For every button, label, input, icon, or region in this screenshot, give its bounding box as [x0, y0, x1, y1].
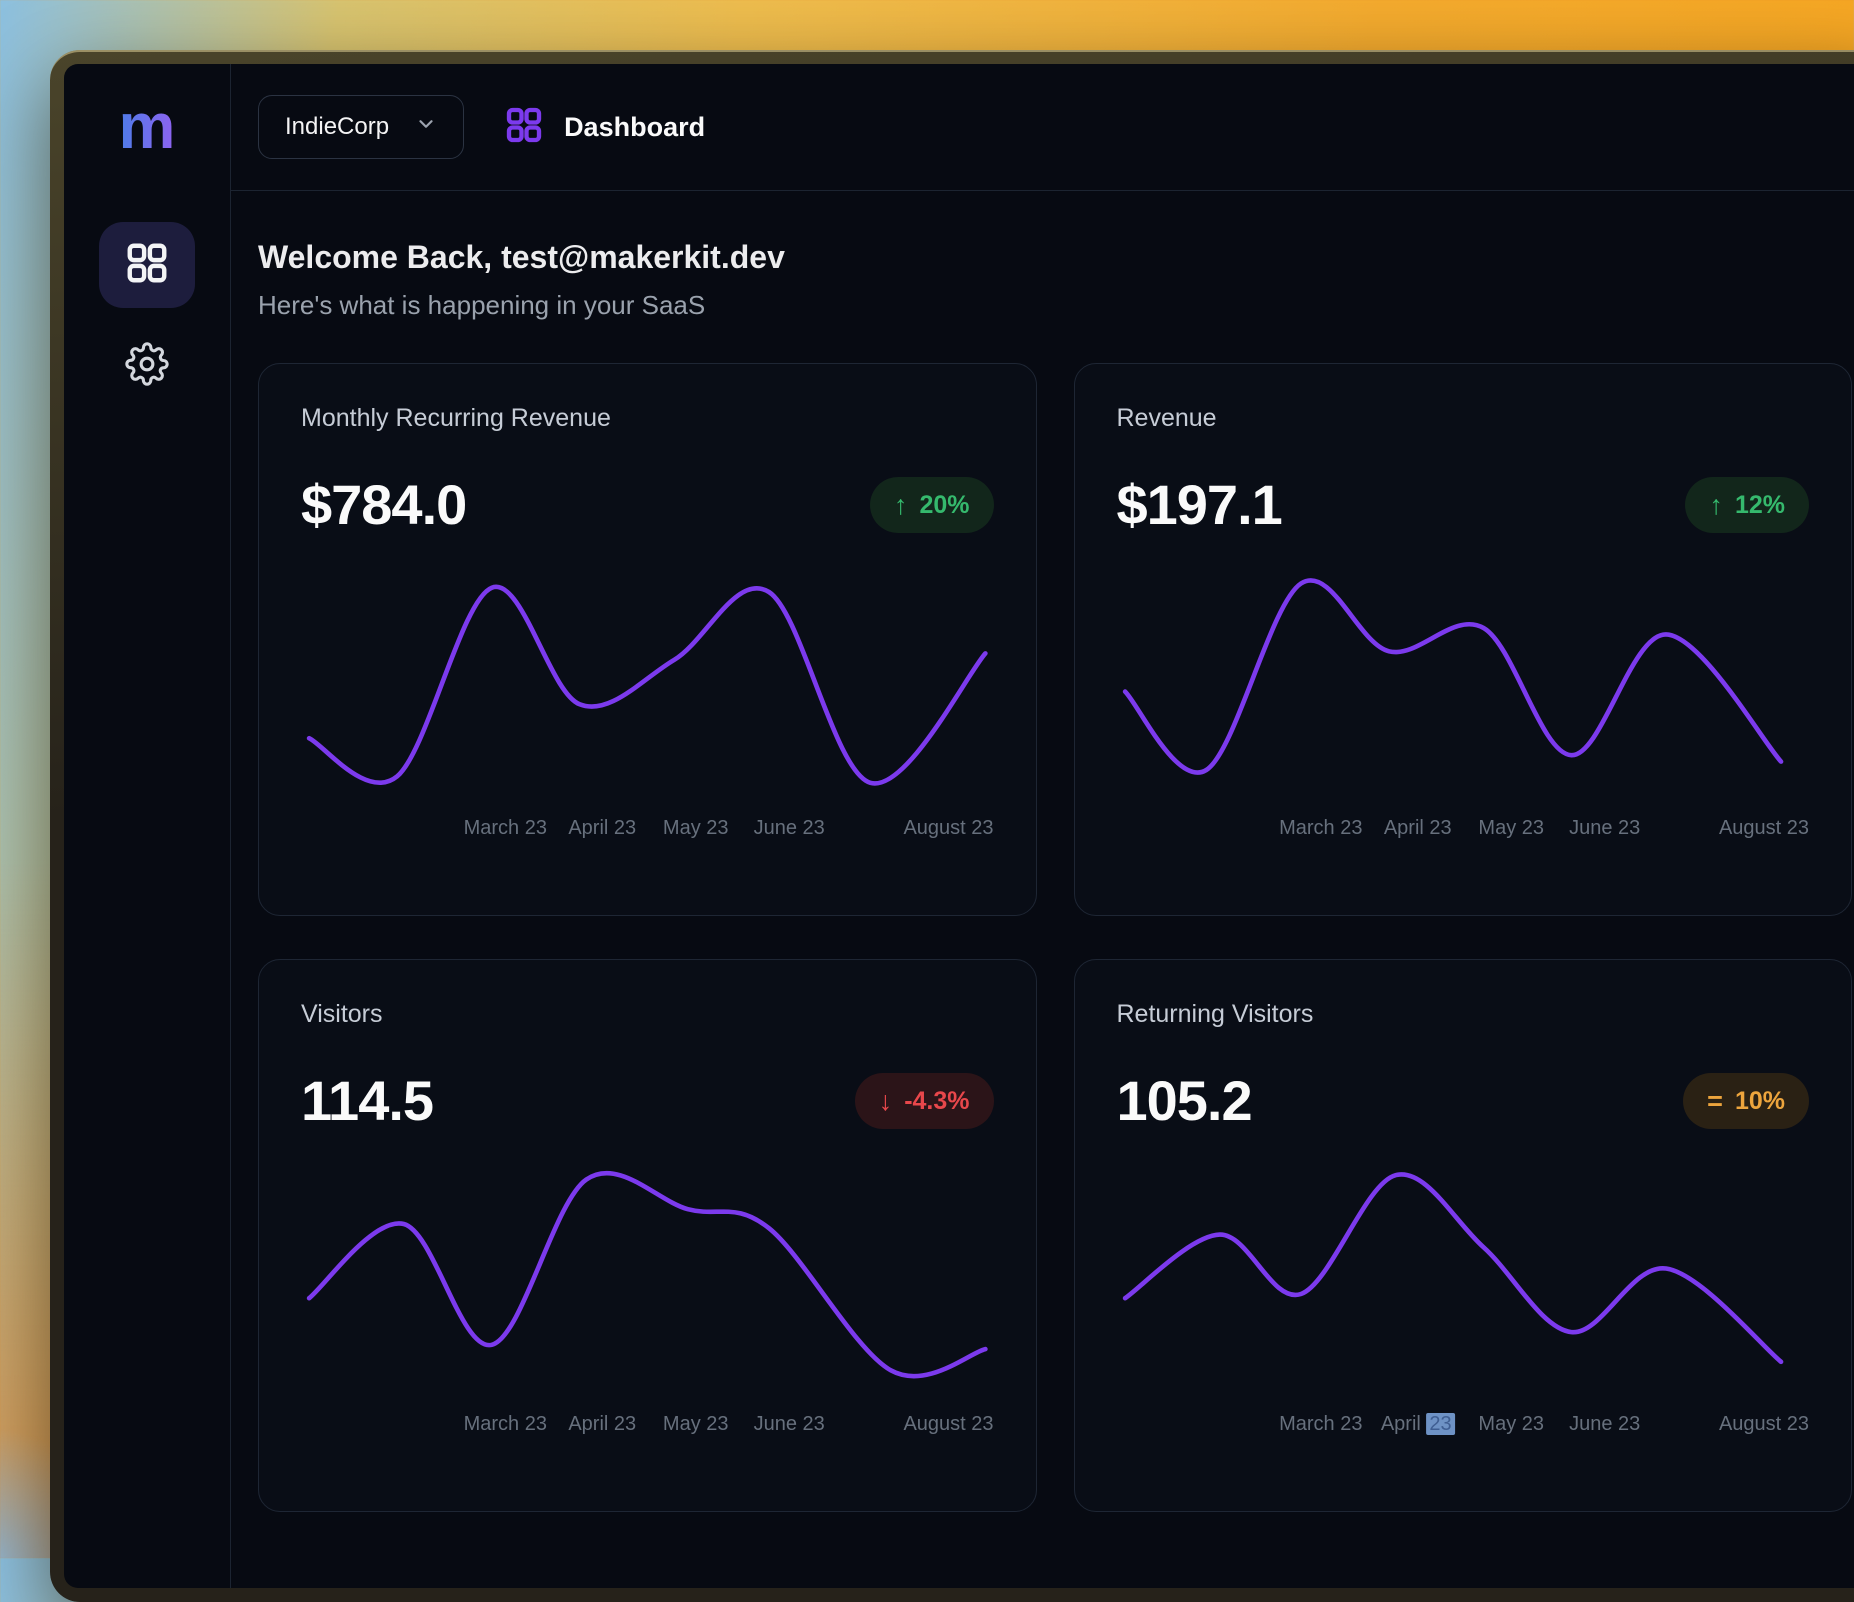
card-value: $784.0	[301, 473, 467, 536]
card-value-row: 105.2 = 10%	[1116, 1069, 1809, 1132]
trend-value: 10%	[1734, 1086, 1785, 1115]
x-axis-label: March 23	[1279, 817, 1363, 839]
x-axis-label: June 23	[1569, 817, 1641, 839]
page-heading: Dashboard	[504, 105, 705, 150]
stat-card: Visitors 114.5 ↓ -4.3% March 23 April 23 M…	[258, 959, 1037, 1512]
topbar-divider	[231, 190, 1854, 191]
x-axis-label: March 23	[463, 1413, 547, 1435]
arrow-up-icon: ↑	[893, 489, 908, 520]
topbar: IndieCorp	[231, 64, 1854, 190]
main-area: IndieCorp	[231, 64, 1854, 1588]
trend-badge: ↓ -4.3%	[854, 1073, 994, 1129]
line-chart	[1117, 1161, 1810, 1393]
dashboard-grid-icon	[124, 240, 170, 291]
organization-name: IndieCorp	[285, 113, 390, 140]
sidebar: m	[64, 64, 230, 1588]
trend-badge: ↑ 12%	[1685, 477, 1809, 533]
x-axis-label: June 23	[753, 1413, 825, 1435]
x-axis-label: May 23	[662, 1413, 729, 1435]
stat-card: Monthly Recurring Revenue $784.0 ↑ 20% M…	[258, 363, 1037, 916]
trend-value: -4.3%	[904, 1086, 970, 1115]
app-root: m	[64, 64, 1854, 1588]
welcome-subtitle: Here's what is happening in your SaaS	[258, 290, 706, 320]
stat-card: Revenue $197.1 ↑ 12% March 23 April 23 May…	[1073, 363, 1852, 916]
card-title: Monthly Recurring Revenue	[301, 404, 611, 432]
x-axis-label: April 23	[1383, 817, 1452, 839]
x-axis-label: June 23	[753, 817, 825, 839]
arrow-up-icon: ↑	[1709, 489, 1723, 520]
organization-selector[interactable]: IndieCorp	[258, 95, 465, 159]
card-value-row: $197.1 ↑ 12%	[1116, 473, 1809, 536]
stats-grid: Monthly Recurring Revenue $784.0 ↑ 20% M…	[258, 363, 1852, 1512]
equals-icon: =	[1707, 1085, 1723, 1116]
x-axis-label: August 23	[903, 817, 994, 839]
card-title: Returning Visitors	[1116, 1000, 1314, 1028]
app-window: m	[50, 50, 1854, 1602]
x-axis-label: August 23	[903, 1413, 994, 1435]
x-axis-label: May 23	[1478, 817, 1545, 839]
dashboard-grid-icon-purple	[504, 105, 544, 150]
x-axis-label: March 23	[463, 817, 547, 839]
sidebar-item-dashboard[interactable]	[99, 222, 195, 308]
card-value-row: 114.5 ↓ -4.3%	[301, 1071, 994, 1131]
makerkit-logo: m	[118, 90, 176, 162]
x-axis-label: May 23	[662, 817, 729, 839]
trend-value: 20%	[919, 490, 970, 519]
card-value: 114.5	[301, 1069, 434, 1132]
x-axis-labels: March 23 April 23 May 23 June 23 August 23	[1117, 1413, 1810, 1439]
arrow-down-icon: ↓	[878, 1085, 893, 1116]
card-title: Visitors	[301, 1000, 383, 1028]
x-axis-label: April 23	[1381, 1413, 1455, 1436]
x-axis-label: August 23	[1718, 817, 1810, 839]
x-axis-labels: March 23 April 23 May 23 June 23 August 23	[301, 817, 994, 843]
card-value: $197.1	[1116, 473, 1283, 536]
sidebar-nav	[99, 222, 195, 391]
x-axis-labels: March 23 April 23 May 23 June 23 August 23	[301, 1413, 994, 1439]
selected-text: 23	[1426, 1413, 1455, 1435]
welcome-heading: Welcome Back, test@makerkit.dev	[258, 239, 785, 275]
card-value-row: $784.0 ↑ 20%	[301, 475, 994, 535]
card-value: 105.2	[1116, 1069, 1253, 1132]
line-chart	[1117, 565, 1810, 797]
gear-icon	[125, 342, 169, 391]
sidebar-item-settings[interactable]	[125, 342, 169, 391]
x-axis-label: March 23	[1279, 1413, 1363, 1435]
x-axis-label: June 23	[1569, 1413, 1641, 1435]
chevron-down-icon	[415, 113, 437, 142]
page-title: Dashboard	[564, 111, 706, 142]
trend-badge: = 10%	[1683, 1073, 1809, 1129]
line-chart	[301, 565, 994, 797]
x-axis-label: April 23	[568, 817, 637, 839]
x-axis-labels: March 23 April 23 May 23 June 23 August 23	[1117, 817, 1810, 843]
card-title: Revenue	[1116, 404, 1217, 432]
x-axis-label: April 23	[568, 1413, 637, 1435]
dashboard-content: Welcome Back, test@makerkit.dev Here's w…	[231, 191, 1854, 1588]
x-axis-label: May 23	[1478, 1413, 1545, 1435]
line-chart	[301, 1161, 994, 1393]
stat-card: Returning Visitors 105.2 = 10% March 23 A…	[1073, 959, 1852, 1512]
trend-value: 12%	[1734, 490, 1785, 519]
x-axis-label: August 23	[1718, 1413, 1810, 1435]
trend-badge: ↑ 20%	[869, 477, 994, 533]
sidebar-divider	[230, 64, 231, 1588]
